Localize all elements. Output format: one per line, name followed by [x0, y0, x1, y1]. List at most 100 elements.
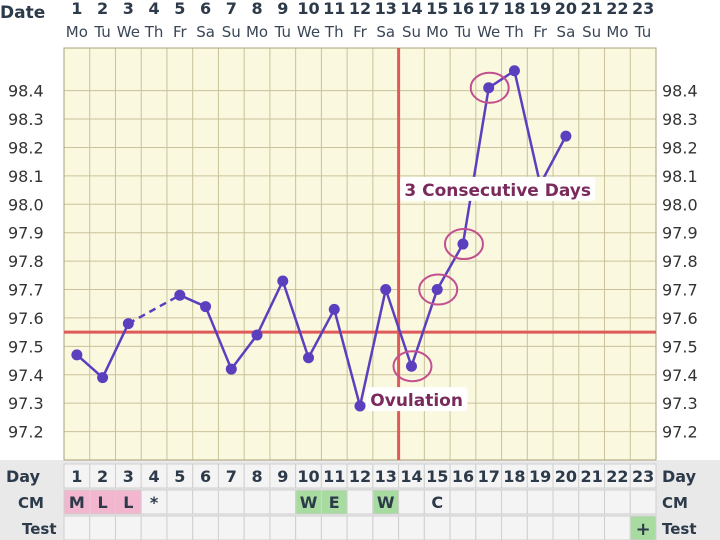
date-number: 13 [375, 0, 397, 18]
day-number: 6 [200, 467, 211, 486]
day-cell [423, 463, 451, 489]
weekday-label: Fr [353, 23, 368, 41]
temp-point [508, 65, 520, 77]
highlight-circle [443, 228, 484, 261]
weekday-label: Su [402, 23, 421, 41]
temp-point [277, 275, 289, 287]
test-cell [552, 515, 580, 540]
weekday-label: Th [144, 23, 164, 41]
weekday-label: Sa [196, 23, 215, 41]
test-cell [475, 515, 503, 540]
test-cell [526, 515, 554, 540]
y-tick-label-right: 98.1 [662, 167, 698, 186]
temp-line-segment [307, 308, 336, 359]
cm-cell [140, 489, 168, 515]
weekday-label: Mo [246, 23, 268, 41]
day-cell [217, 463, 245, 489]
y-tick-label-left: 97.4 [8, 366, 44, 385]
day-number: 3 [123, 467, 134, 486]
day-cell [449, 463, 477, 489]
y-tick-label-right: 97.2 [662, 423, 698, 442]
day-cell [604, 463, 631, 489]
day-cell [192, 463, 219, 489]
test-cell [578, 515, 606, 540]
weekday-label: Th [324, 23, 344, 41]
cm-code: E [329, 493, 340, 512]
date-number: 18 [503, 0, 525, 18]
temp-point [174, 289, 186, 301]
cm-cell [192, 489, 219, 515]
temp-line-segment [281, 280, 310, 359]
weekday-label: We [477, 23, 500, 41]
test-cell [269, 515, 297, 540]
temp-point [251, 329, 263, 341]
y-tick-label-right: 97.7 [662, 281, 698, 300]
day-number: 21 [581, 467, 603, 486]
test-cell [320, 515, 348, 540]
weekday-label: We [297, 23, 320, 41]
test-row-label-left: Test [22, 520, 57, 538]
day-cell [114, 463, 142, 489]
temp-point [405, 360, 417, 372]
date-number: 16 [452, 0, 474, 18]
y-tick-label-right: 97.8 [662, 252, 698, 271]
weekday-label: We [117, 23, 140, 41]
cm-cell [629, 489, 657, 515]
temp-line-segment [333, 309, 362, 407]
test-code: + [636, 519, 651, 540]
cm-cell [269, 489, 297, 515]
cm-cell [526, 489, 554, 515]
weekday-label: Th [504, 23, 524, 41]
temp-point [122, 318, 134, 330]
date-number: 1 [71, 0, 82, 18]
cm-cell-highlight [115, 490, 141, 514]
test-cell [114, 515, 142, 540]
day-cell [320, 463, 348, 489]
date-number: 4 [149, 0, 160, 18]
weekday-label: Sa [376, 23, 395, 41]
test-cell [501, 515, 528, 540]
temp-line-segment [513, 70, 542, 185]
temp-line-segment-dashed [127, 294, 181, 325]
weekday-label: Tu [93, 23, 110, 41]
weekday-label: Su [222, 23, 241, 41]
y-tick-label-right: 97.9 [662, 224, 698, 243]
day-number: 22 [606, 467, 628, 486]
y-tick-label-left: 97.3 [8, 394, 44, 413]
temp-point [200, 301, 212, 313]
date-number: 5 [174, 0, 185, 18]
weekday-label: Fr [533, 23, 548, 41]
test-cell [166, 515, 194, 540]
temp-point [483, 82, 495, 94]
y-tick-label-left: 98.0 [8, 195, 44, 214]
cm-cell [501, 489, 528, 515]
temp-point [225, 363, 237, 375]
y-tick-label-left: 98.3 [8, 110, 44, 129]
temp-line-segment [255, 280, 284, 336]
y-tick-label-left: 97.9 [8, 224, 44, 243]
cm-cell [604, 489, 631, 515]
y-tick-label-right: 97.4 [662, 366, 698, 385]
test-cell [398, 515, 425, 540]
temp-point [328, 303, 340, 315]
cm-row-label-left: CM [18, 494, 44, 512]
day-number: 20 [555, 467, 577, 486]
weekday-label: Tu [634, 23, 651, 41]
temp-point [457, 238, 469, 250]
weekday-label: Mo [66, 23, 88, 41]
y-tick-label-left: 97.6 [8, 309, 44, 328]
day-number: 7 [226, 467, 237, 486]
weekday-label: Fr [173, 23, 188, 41]
y-tick-label-left: 98.2 [8, 138, 44, 157]
y-tick-label-right: 97.3 [662, 394, 698, 413]
day-cell [140, 463, 168, 489]
y-tick-label-left: 97.5 [8, 337, 44, 356]
date-number: 21 [581, 0, 603, 18]
cm-cell [578, 489, 606, 515]
day-number: 11 [323, 467, 345, 486]
day-number: 8 [251, 467, 262, 486]
annotation-label: 3 Consecutive Days [404, 181, 591, 201]
day-cell [346, 463, 374, 489]
day-number: 12 [349, 467, 371, 486]
date-number: 7 [226, 0, 237, 18]
